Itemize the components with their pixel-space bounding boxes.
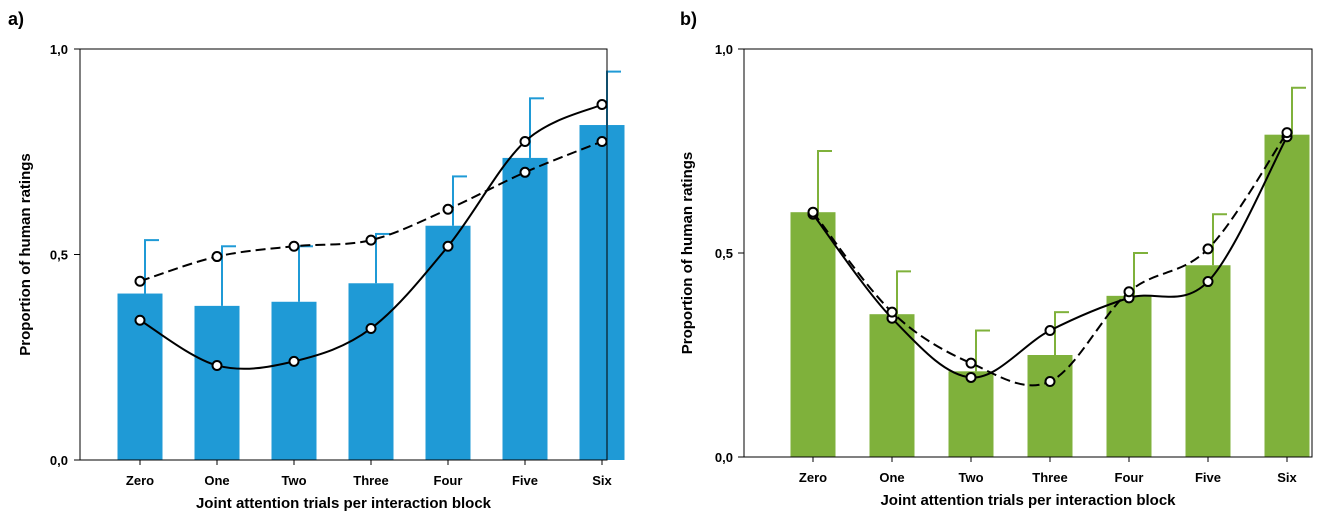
x-tick-label-one: One <box>204 473 229 488</box>
y-tick-label: 0,5 <box>715 246 733 261</box>
x-tick-label-three: Three <box>353 473 388 488</box>
dashed-line-point-one <box>886 306 898 318</box>
dashed-line-point-zero <box>807 206 819 218</box>
dashed-line-point-two <box>288 240 300 252</box>
x-tick-label-zero: Zero <box>126 473 154 488</box>
bar-zero <box>790 212 836 457</box>
dashed-line-point-four <box>442 203 454 215</box>
solid-line-point-five <box>519 135 531 147</box>
x-tick-label-two: Two <box>281 473 306 488</box>
bar-five <box>1185 265 1231 457</box>
x-axis-title: Joint attention trials per interaction b… <box>196 495 492 512</box>
x-tick-label-two: Two <box>958 470 983 485</box>
panel-b-chart: b) 0,0 0,5 1,0 Zero One Two Three Four Five Six Jo… <box>679 9 1313 509</box>
dashed-line-point-five <box>1202 243 1214 255</box>
solid-line-point-one <box>211 359 223 371</box>
dashed-line-point-four <box>1123 286 1135 298</box>
y-tick-label: 1,0 <box>715 42 733 57</box>
panel-a-label: a) <box>8 9 24 29</box>
y-tick-label: 0,0 <box>50 453 68 468</box>
y-tick-label: 0,5 <box>50 248 68 263</box>
dashed-line-point-six <box>596 135 608 147</box>
x-axis-title: Joint attention trials per interaction b… <box>880 492 1176 509</box>
bar-four <box>425 225 471 460</box>
solid-line-point-zero <box>134 314 146 326</box>
dashed-line-point-one <box>211 251 223 263</box>
dashed-line-point-zero <box>134 275 146 287</box>
bar-one <box>869 314 915 457</box>
bar-two <box>948 371 994 457</box>
x-tick-label-four: Four <box>1115 470 1144 485</box>
x-tick-label-six: Six <box>1277 470 1297 485</box>
solid-line-point-two <box>965 371 977 383</box>
solid-line-point-four <box>442 240 454 252</box>
y-axis-title: Proportion of human ratings <box>679 152 696 355</box>
bar-four <box>1106 295 1152 457</box>
x-tick-label-five: Five <box>1195 470 1221 485</box>
dashed-line-point-two <box>965 357 977 369</box>
solid-line-point-three <box>1044 325 1056 337</box>
dashed-line-point-three <box>1044 376 1056 388</box>
y-tick-label: 1,0 <box>50 42 68 57</box>
panel-a-chart: a) 0,0 0,5 1,0 Zero One Two Three Four Five Six Jo… <box>8 9 625 512</box>
bar-six <box>579 125 625 460</box>
bar-two <box>271 301 317 460</box>
y-tick-label: 0,0 <box>715 450 733 465</box>
x-tick-label-one: One <box>879 470 904 485</box>
solid-line-point-three <box>365 322 377 334</box>
x-tick-label-three: Three <box>1032 470 1067 485</box>
x-tick-label-zero: Zero <box>799 470 827 485</box>
dashed-line-point-five <box>519 166 531 178</box>
solid-line-point-six <box>596 98 608 110</box>
bar-three <box>1027 355 1073 457</box>
x-tick-label-four: Four <box>434 473 463 488</box>
solid-line-point-five <box>1202 276 1214 288</box>
bar-five <box>502 157 548 461</box>
dashed-line-point-six <box>1281 127 1293 139</box>
y-axis-title: Proportion of human ratings <box>17 153 34 356</box>
bar-six <box>1264 134 1310 457</box>
solid-line-point-two <box>288 355 300 367</box>
bar-one <box>194 305 240 460</box>
panel-b-label: b) <box>680 9 697 29</box>
x-tick-label-five: Five <box>512 473 538 488</box>
x-tick-label-six: Six <box>592 473 612 488</box>
bar-three <box>348 283 394 460</box>
dashed-line-point-three <box>365 234 377 246</box>
